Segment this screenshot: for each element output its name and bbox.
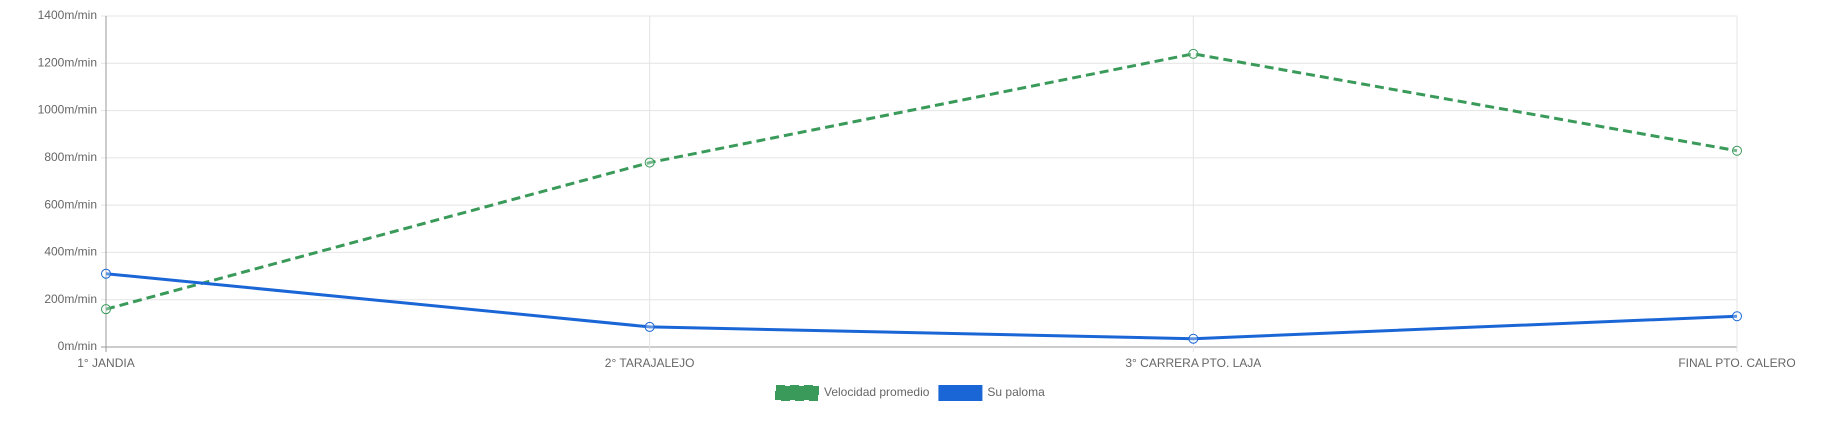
y-tick-label: 800m/min (44, 150, 97, 164)
y-tick-label: 0m/min (58, 339, 97, 353)
x-tick-label: FINAL PTO. CALERO (1678, 356, 1795, 370)
series-line (105, 52, 1738, 311)
x-tick-label: 3° CARRERA PTO. LAJA (1125, 356, 1261, 370)
y-tick-label: 1200m/min (38, 55, 97, 69)
point (644, 157, 655, 168)
y-tick-label: 1400m/min (38, 8, 97, 22)
point (644, 321, 655, 332)
legend-label: Velocidad promedio (824, 385, 930, 399)
x-tick-label: 2° TARAJALEJO (605, 356, 695, 370)
y-tick-label: 600m/min (44, 197, 97, 211)
point (1188, 333, 1199, 344)
y-tick-label: 200m/min (44, 292, 97, 306)
legend-swatch (775, 385, 819, 401)
legend-label: Su paloma (987, 385, 1045, 399)
point (101, 304, 111, 315)
point (1732, 145, 1742, 156)
legend-swatch (938, 385, 983, 401)
series-line (105, 272, 1738, 341)
y-tick-label: 1000m/min (38, 103, 97, 117)
point (1188, 48, 1199, 59)
y-tick-label: 400m/min (44, 245, 97, 259)
point (101, 268, 111, 279)
x-tick-label: 1° JANDIA (77, 356, 134, 370)
point (1732, 311, 1742, 322)
